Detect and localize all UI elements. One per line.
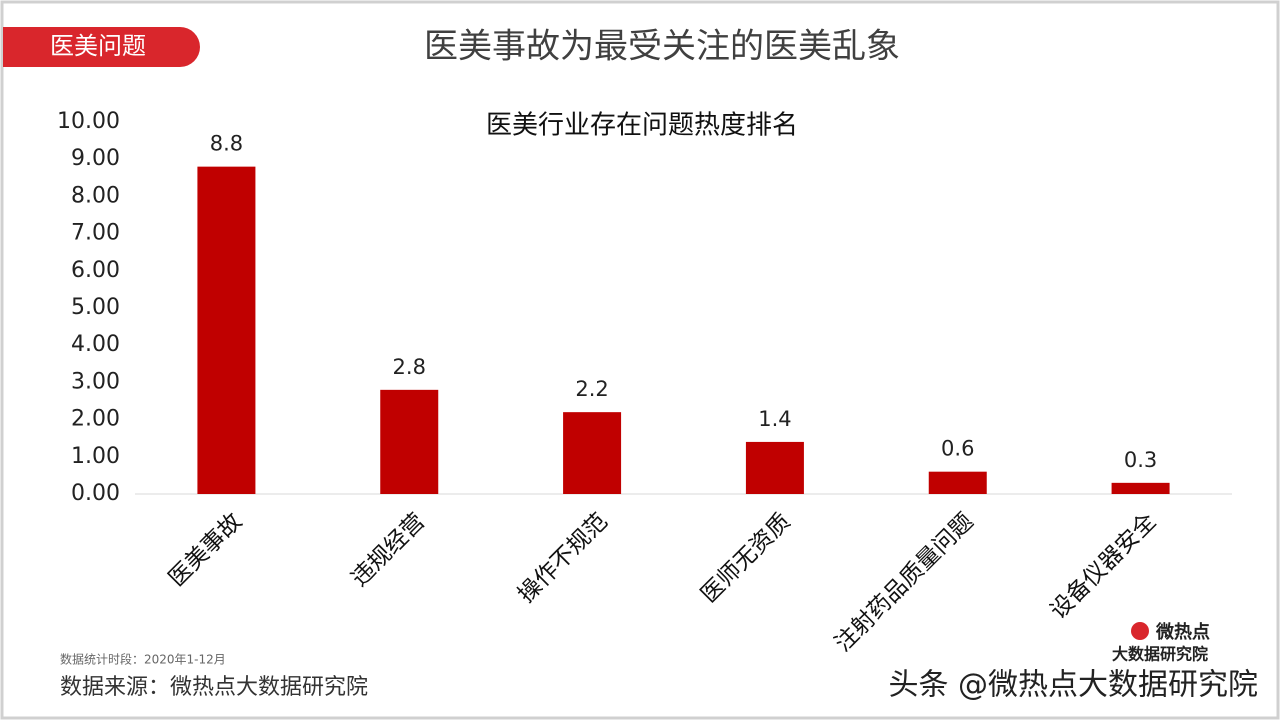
y-tick-label: 4.00 (71, 332, 120, 357)
value-label: 1.4 (758, 407, 791, 431)
tag: 医美问题 (50, 32, 146, 60)
value-label: 2.2 (575, 377, 608, 401)
value-label: 0.6 (941, 437, 974, 461)
bar (380, 389, 439, 494)
bar (197, 166, 256, 494)
y-tick-label: 10.00 (57, 109, 120, 134)
period-note: 数据统计时段：2020年1-12月 (60, 652, 226, 667)
logo-icon (1131, 622, 1149, 640)
tag-background (3, 27, 200, 67)
y-tick-label: 0.00 (71, 481, 120, 506)
y-tick-label: 3.00 (71, 369, 120, 394)
headline: 医美事故为最受关注的医美乱象 (424, 27, 900, 67)
y-tick-label: 5.00 (71, 295, 120, 320)
y-tick-label: 1.00 (71, 444, 120, 469)
logo-bottom: 大数据研究院 (1112, 645, 1208, 664)
bar (1111, 482, 1170, 494)
bar (928, 471, 987, 494)
watermark: 头条 @微热点大数据研究院 (888, 668, 1258, 703)
y-tick-label: 8.00 (71, 183, 120, 208)
y-tick-label: 2.00 (71, 407, 120, 432)
bar (745, 441, 804, 494)
value-label: 8.8 (210, 132, 243, 156)
bar (563, 412, 622, 494)
value-label: 0.3 (1124, 448, 1157, 472)
y-tick-label: 9.00 (71, 146, 120, 171)
y-tick-label: 6.00 (71, 258, 120, 283)
logo-top: 微热点 (1155, 621, 1210, 643)
source: 数据来源：微热点大数据研究院 (60, 675, 368, 700)
value-label: 2.8 (393, 355, 426, 379)
y-tick-label: 7.00 (71, 221, 120, 246)
chart-title: 医美行业存在问题热度排名 (486, 111, 798, 141)
